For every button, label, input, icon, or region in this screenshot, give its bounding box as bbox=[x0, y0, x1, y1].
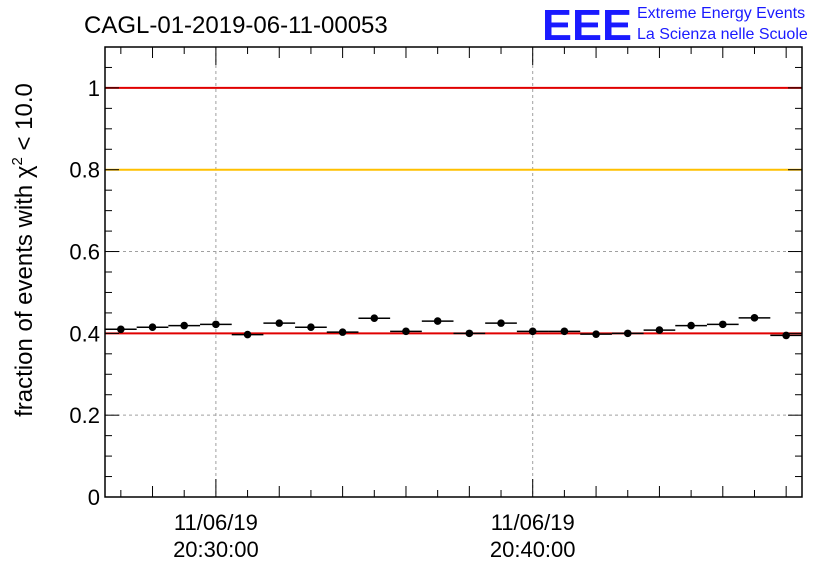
y-tick-label: 1 bbox=[88, 76, 100, 101]
data-point bbox=[516, 327, 549, 336]
eee-logo: EEE Extreme Energy Events La Scienza nel… bbox=[542, 1, 808, 50]
data-marker bbox=[528, 327, 537, 336]
data-point bbox=[231, 330, 264, 339]
data-marker bbox=[560, 327, 569, 336]
data-point bbox=[390, 327, 422, 336]
data-point bbox=[358, 314, 391, 323]
x-tick-label-time: 20:40:00 bbox=[490, 537, 576, 562]
logo-line-2: La Scienza nelle Scuole bbox=[637, 26, 808, 43]
data-point bbox=[421, 317, 454, 325]
data-point bbox=[738, 314, 771, 322]
data-points bbox=[105, 314, 802, 340]
x-tick-label-date: 11/06/19 bbox=[491, 510, 575, 535]
data-marker bbox=[212, 320, 220, 329]
data-marker bbox=[117, 325, 125, 334]
data-marker bbox=[465, 329, 474, 338]
data-marker bbox=[497, 319, 505, 327]
data-marker bbox=[370, 314, 379, 323]
data-marker bbox=[433, 317, 442, 325]
y-tick-label: 0.4 bbox=[69, 321, 100, 346]
data-point bbox=[263, 319, 296, 327]
grid bbox=[105, 47, 802, 497]
plot-frame bbox=[104, 46, 803, 498]
data-marker bbox=[592, 330, 600, 338]
data-marker bbox=[148, 323, 157, 332]
data-point bbox=[200, 320, 232, 329]
data-point bbox=[168, 321, 201, 330]
data-point bbox=[675, 321, 707, 330]
data-marker bbox=[687, 321, 695, 330]
data-point bbox=[643, 326, 676, 334]
data-marker bbox=[275, 319, 284, 327]
x-tick-label-date: 11/06/19 bbox=[174, 510, 258, 535]
data-marker bbox=[338, 328, 347, 336]
chart-title: CAGL-01-2019-06-11-00053 bbox=[84, 12, 388, 39]
logo-letters: EEE bbox=[542, 1, 632, 50]
data-point bbox=[136, 323, 169, 332]
y-tick-label: 0.6 bbox=[69, 240, 100, 265]
data-marker bbox=[782, 331, 790, 340]
data-point bbox=[548, 327, 581, 336]
logo-line-1: Extreme Energy Events bbox=[637, 5, 805, 22]
data-point bbox=[105, 325, 137, 334]
data-marker bbox=[655, 326, 664, 334]
data-point bbox=[706, 320, 739, 329]
data-marker bbox=[718, 320, 727, 329]
data-marker bbox=[180, 321, 189, 330]
y-tick-label: 0 bbox=[88, 485, 100, 510]
data-point bbox=[326, 328, 359, 336]
y-axis-label: fraction of events with χ2 < 10.0 bbox=[9, 83, 38, 417]
data-marker bbox=[243, 330, 252, 339]
y-tick-label: 0.8 bbox=[69, 158, 100, 183]
data-point bbox=[295, 323, 327, 332]
x-tick-label-time: 20:30:00 bbox=[173, 537, 259, 562]
reference-lines bbox=[105, 86, 802, 335]
data-point bbox=[770, 331, 802, 340]
axes: 00.20.40.60.8111/06/1920:30:0011/06/1920… bbox=[69, 46, 803, 562]
data-point bbox=[580, 330, 612, 338]
data-point bbox=[611, 329, 644, 338]
data-point bbox=[453, 329, 486, 338]
y-tick-label: 0.2 bbox=[69, 403, 100, 428]
data-point bbox=[485, 319, 517, 327]
data-marker bbox=[307, 323, 315, 332]
data-marker bbox=[402, 327, 410, 336]
data-marker bbox=[750, 314, 759, 322]
data-marker bbox=[623, 329, 632, 338]
